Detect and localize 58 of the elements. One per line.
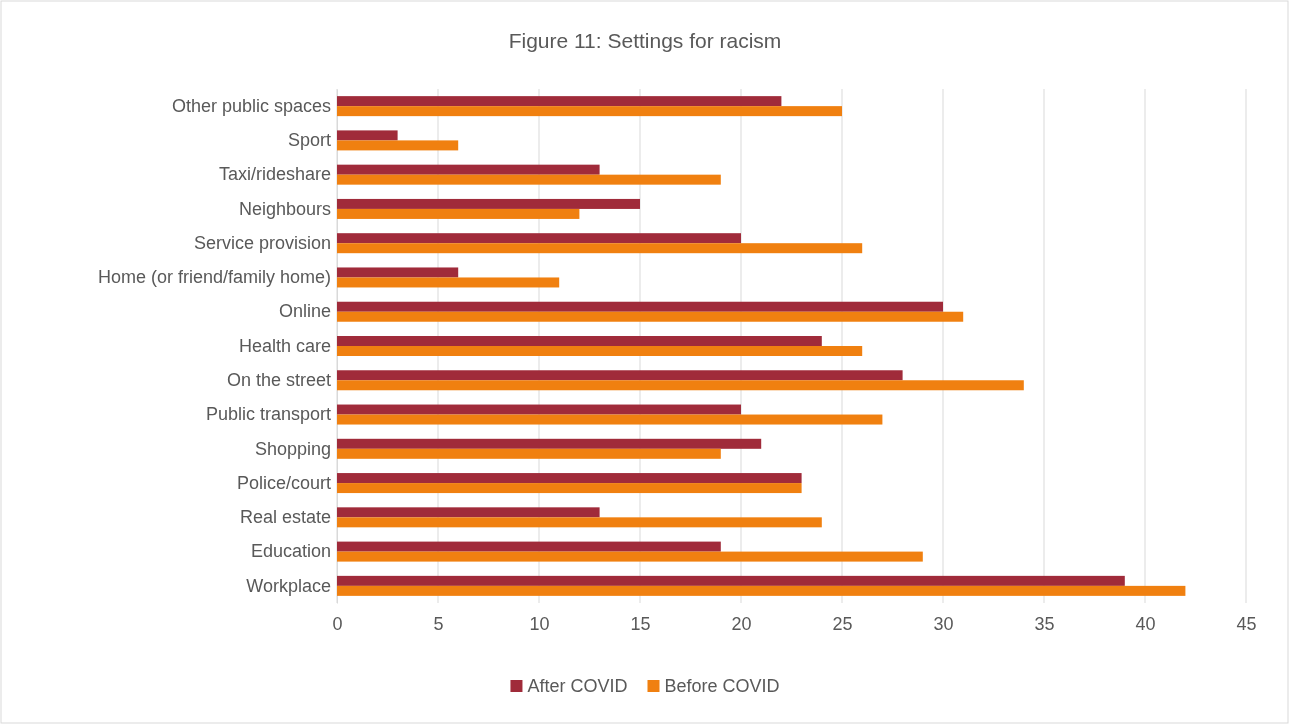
bar [337,130,398,141]
x-tick-label: 10 [529,613,550,634]
bar [337,414,883,425]
y-tick-label: On the street [226,370,331,391]
bar [337,380,1024,391]
bar [337,164,600,175]
bar [337,106,842,117]
y-tick-label: Workplace [246,575,331,596]
x-tick-label: 30 [933,613,954,634]
x-tick-label: 45 [1236,613,1257,634]
bar [337,198,640,209]
y-tick-label: Health care [238,335,331,356]
x-tick-label: 5 [433,613,444,634]
x-tick-label: 0 [332,613,343,634]
y-tick-label: Public transport [205,404,331,425]
bar [337,370,903,381]
y-tick-label: Neighbours [238,198,331,219]
bar [337,404,741,415]
y-tick-label: Sport [287,130,331,151]
bar [337,541,721,552]
y-tick-label: Real estate [239,507,331,528]
bar [337,575,1125,586]
bar [337,96,782,107]
y-tick-label: Education [250,541,331,562]
bar [337,585,1186,596]
x-tick-label: 20 [731,613,752,634]
bar [337,507,600,518]
legend-label: Before COVID [664,676,780,696]
bar [337,243,863,254]
bar [337,346,863,356]
legend-label: After COVID [527,676,628,696]
bar [337,208,580,219]
bar [337,473,802,484]
bar [337,551,923,562]
bar [337,174,721,185]
bar [337,277,560,288]
bar [337,448,721,459]
y-tick-label: Online [278,301,331,322]
bar [337,336,822,346]
x-tick-label: 15 [630,613,651,634]
y-tick-label: Police/court [236,472,331,493]
bar [337,483,802,494]
bar [337,267,459,278]
x-tick-label: 25 [832,613,853,634]
bar [337,311,964,322]
x-tick-label: 35 [1034,613,1055,634]
x-tick-label: 40 [1135,613,1156,634]
bar [337,438,762,449]
bar [337,301,943,312]
y-tick-label: Service provision [193,232,331,253]
bar [337,140,459,151]
y-tick-label: Taxi/rideshare [218,164,331,185]
bar [337,233,741,244]
y-tick-label: Home (or friend/family home) [97,267,331,288]
bar [337,517,822,528]
chart-title: Figure 11: Settings for racism [508,29,782,52]
y-tick-label: Other public spaces [171,95,331,116]
y-tick-label: Shopping [254,438,331,459]
